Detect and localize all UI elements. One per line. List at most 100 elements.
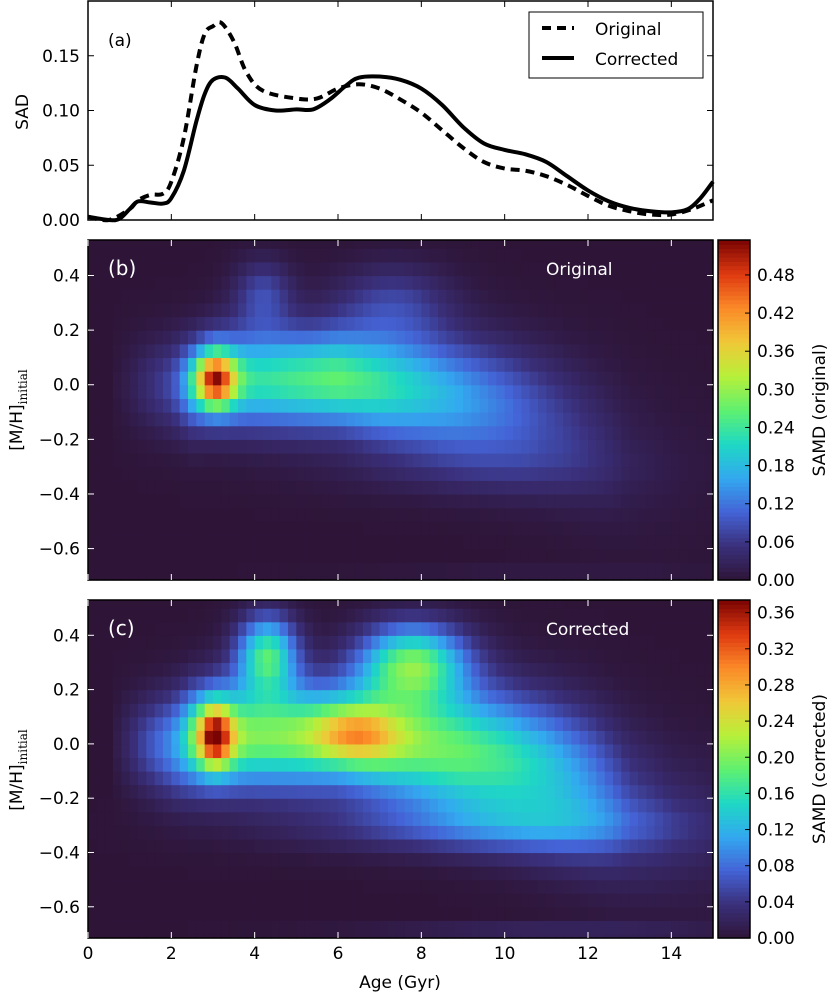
heatmap-cell <box>213 648 222 664</box>
heatmap-cell <box>679 689 689 704</box>
heatmap-cell <box>271 676 281 691</box>
heatmap-cell <box>379 425 389 440</box>
heatmap-cell <box>179 920 189 935</box>
heatmap-cell <box>679 371 689 386</box>
heatmap-cell <box>204 621 214 636</box>
heatmap-cell <box>279 357 289 372</box>
heatmap-cell <box>688 743 697 759</box>
heatmap-cell <box>146 453 156 468</box>
heatmap-cell <box>504 316 514 331</box>
heatmap-cell <box>604 330 614 345</box>
heatmap-cell <box>213 248 222 263</box>
heatmap-cell <box>204 521 214 536</box>
heatmap-cell <box>688 412 697 427</box>
heatmap-cell <box>513 493 522 509</box>
colorbar-segment <box>718 240 750 245</box>
heatmap-cell <box>363 439 372 454</box>
heatmap-cell <box>704 621 714 636</box>
heatmap-cell <box>354 548 364 563</box>
heatmap-cell <box>104 453 114 468</box>
heatmap-cell <box>371 275 381 290</box>
heatmap-cell <box>429 879 439 894</box>
heatmap-cell <box>338 548 347 563</box>
heatmap-cell <box>463 466 472 481</box>
heatmap-cell <box>504 480 514 495</box>
heatmap-cell <box>604 662 614 677</box>
heatmap-cell <box>638 716 647 731</box>
heatmap-cell <box>404 600 414 609</box>
heatmap-cell <box>671 811 681 826</box>
heatmap-cell <box>196 716 206 731</box>
heatmap-cell <box>538 771 547 786</box>
heatmap-cell <box>129 703 139 718</box>
heatmap-cell <box>429 562 439 577</box>
heatmap-cell <box>504 562 514 577</box>
heatmap-cell <box>388 879 397 894</box>
heatmap-cell <box>479 757 489 772</box>
heatmap-cell <box>396 648 406 664</box>
heatmap-cell <box>154 662 164 677</box>
heatmap-cell <box>338 600 347 609</box>
heatmap-cell <box>629 784 639 799</box>
heatmap-cell <box>579 562 589 577</box>
heatmap-cell <box>363 743 372 759</box>
heatmap-cell <box>304 248 314 263</box>
heatmap-cell <box>646 493 656 509</box>
heatmap-cell <box>371 398 381 413</box>
colorbar-segment <box>718 752 750 757</box>
heatmap-cell <box>213 757 222 772</box>
heatmap-cell <box>329 480 339 495</box>
heatmap-cell <box>429 261 439 277</box>
heatmap-cell <box>154 507 164 522</box>
heatmap-cell <box>421 906 431 921</box>
heatmap-cell <box>396 507 406 522</box>
colorbar-segment <box>718 730 750 736</box>
heatmap-cell <box>663 730 672 745</box>
heatmap-cell <box>504 608 514 623</box>
heatmap-cell <box>204 771 214 786</box>
heatmap-cell <box>504 893 514 908</box>
heatmap-cell <box>679 302 689 318</box>
heatmap-cell <box>429 621 439 636</box>
heatmap-cell <box>554 548 564 563</box>
heatmap-cell <box>571 548 581 563</box>
heatmap-cell <box>546 534 556 550</box>
heatmap-cell <box>604 562 614 577</box>
heatmap-cell <box>488 343 497 359</box>
heatmap-cell <box>404 716 414 731</box>
heatmap-cell <box>638 275 647 290</box>
heatmap-cell <box>554 398 564 413</box>
heatmap-cell <box>213 798 222 813</box>
heatmap-cell <box>429 730 439 745</box>
heatmap-cell <box>204 852 214 867</box>
heatmap-cell <box>346 648 356 664</box>
heatmap-cell <box>396 548 406 563</box>
heatmap-cell <box>371 852 381 867</box>
heatmap-cell <box>496 534 506 550</box>
heatmap-cell <box>496 330 506 345</box>
heatmap-cell <box>663 866 672 881</box>
heatmap-cell <box>596 384 606 399</box>
heatmap-cell <box>429 330 439 345</box>
heatmap-cell <box>704 838 714 854</box>
heatmap-cell <box>638 493 647 509</box>
heatmap-cell <box>646 261 656 277</box>
colorbar-segment <box>718 541 750 547</box>
heatmap-cell <box>438 357 447 372</box>
heatmap-cell <box>621 275 631 290</box>
heatmap-cell <box>538 521 547 536</box>
heatmap-cell <box>654 507 664 522</box>
heatmap-cell <box>513 330 522 345</box>
heatmap-cell <box>563 730 572 745</box>
colorbar-segment <box>718 701 750 707</box>
heatmap-cell <box>121 716 131 731</box>
heatmap-cell <box>538 893 547 908</box>
heatmap-cell <box>388 798 397 813</box>
heatmap-cell <box>96 743 106 759</box>
heatmap-cell <box>579 635 589 650</box>
heatmap-cell <box>696 879 706 894</box>
heatmap-cell <box>88 507 97 522</box>
colorbar-segment <box>718 925 750 931</box>
heatmap-cell <box>238 743 247 759</box>
heatmap-cell <box>238 493 247 509</box>
